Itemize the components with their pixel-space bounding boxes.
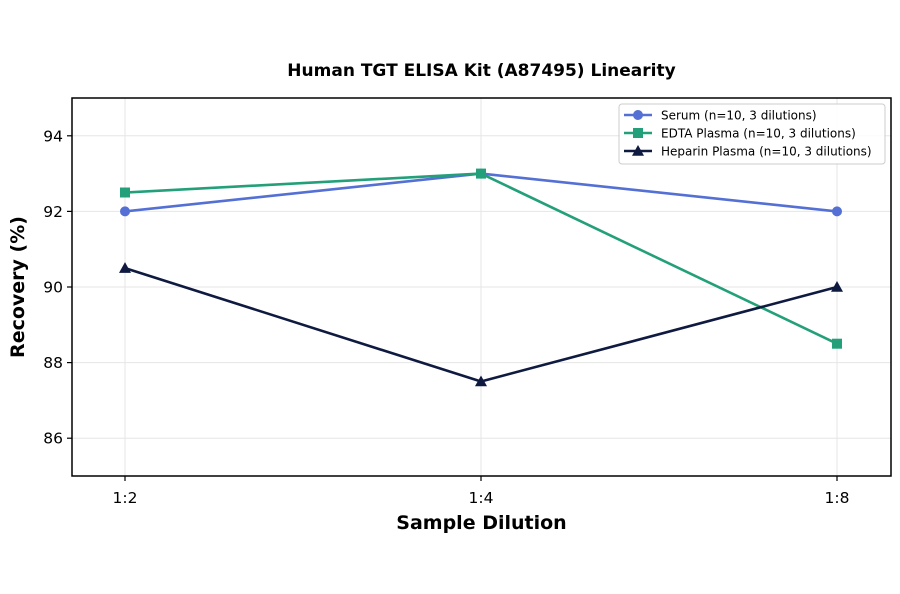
y-tick-label: 88 [43, 354, 63, 372]
data-point [120, 187, 130, 198]
legend-marker [633, 128, 643, 138]
x-axis-label: Sample Dilution [396, 512, 566, 534]
series-layer [119, 168, 843, 387]
data-point [831, 281, 843, 292]
legend-label: EDTA Plasma (n=10, 3 dilutions) [661, 126, 856, 140]
data-point [119, 262, 131, 273]
data-point [475, 375, 487, 387]
x-tick-label: 1:4 [469, 489, 494, 507]
y-tick-label: 94 [43, 127, 63, 145]
legend-label: Heparin Plasma (n=10, 3 dilutions) [661, 144, 872, 158]
legend-label: Serum (n=10, 3 dilutions) [661, 108, 817, 122]
y-tick-label: 90 [43, 279, 63, 297]
y-tick-label: 92 [43, 203, 63, 221]
legend-marker [633, 110, 643, 120]
legend-item: Serum (n=10, 3 dilutions) [624, 108, 817, 122]
data-point [476, 168, 486, 179]
data-point [120, 206, 130, 217]
x-axis: 1:2 1:4 1:8 [113, 476, 850, 507]
legend-item: EDTA Plasma (n=10, 3 dilutions) [624, 126, 856, 140]
legend: Serum (n=10, 3 dilutions) EDTA Plasma (n=… [618, 103, 886, 165]
legend-box [618, 103, 886, 165]
y-axis-label: Recovery (%) [7, 216, 29, 358]
series-3 [119, 262, 843, 387]
y-tick-label: 86 [43, 430, 63, 448]
x-tick-label: 1:2 [113, 489, 138, 507]
legend-marker [632, 145, 644, 156]
y-axis: 86 88 90 92 94 [43, 127, 72, 448]
x-tick-label: 1:8 [825, 489, 850, 507]
series-2 [120, 168, 842, 349]
data-point [832, 338, 842, 349]
chart-title: Human TGT ELISA Kit (A87495) Linearity [287, 61, 675, 81]
legend-item: Heparin Plasma (n=10, 3 dilutions) [624, 144, 872, 158]
data-point [832, 206, 842, 217]
